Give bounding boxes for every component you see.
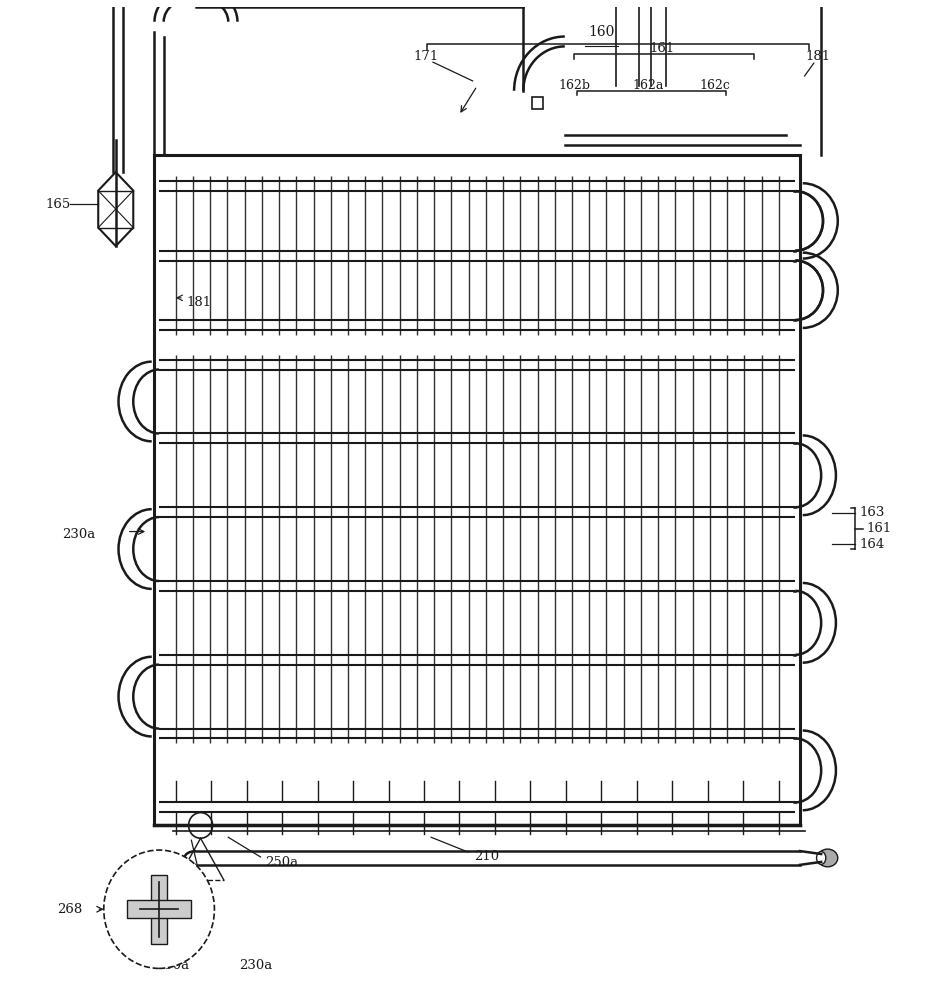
Bar (532, 97, 543, 109)
Text: 181: 181 (187, 296, 212, 309)
Text: 181: 181 (806, 50, 831, 63)
Ellipse shape (817, 849, 838, 867)
Polygon shape (98, 172, 133, 246)
Circle shape (188, 813, 212, 838)
Bar (126, 900, 191, 918)
Text: 210: 210 (474, 850, 499, 863)
Text: 162b: 162b (558, 79, 590, 92)
Text: 230a: 230a (240, 959, 272, 972)
Ellipse shape (816, 852, 826, 864)
Text: 162c: 162c (700, 79, 731, 92)
Text: 250a: 250a (265, 856, 299, 869)
Text: 268: 268 (57, 903, 82, 916)
Text: 250a: 250a (156, 959, 189, 972)
Bar (151, 875, 168, 944)
Text: 160: 160 (589, 24, 615, 38)
Text: 161: 161 (649, 42, 674, 55)
Text: 162a: 162a (632, 79, 664, 92)
Text: 165: 165 (46, 198, 71, 211)
Text: 171: 171 (414, 50, 439, 63)
Text: 161: 161 (867, 522, 892, 535)
Text: 230a: 230a (63, 528, 95, 541)
Text: 164: 164 (860, 538, 885, 551)
Circle shape (104, 850, 214, 968)
Text: 163: 163 (860, 506, 885, 519)
